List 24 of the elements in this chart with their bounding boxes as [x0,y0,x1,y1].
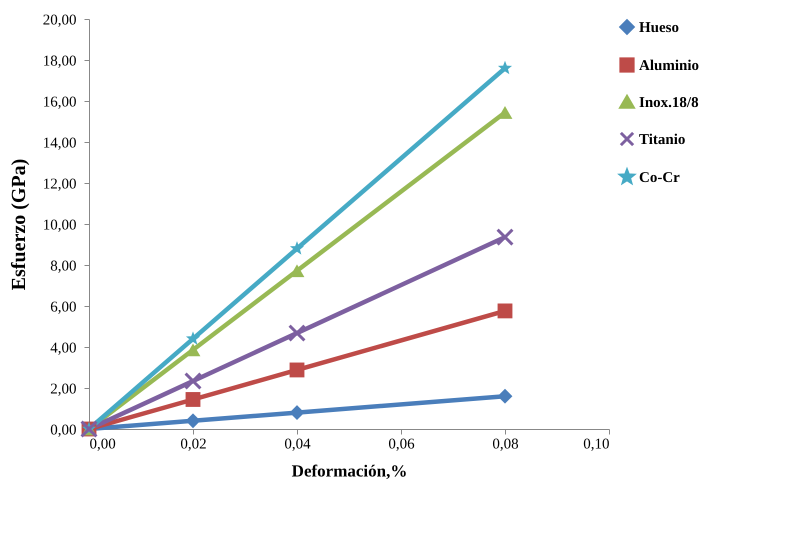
y-tick-label: 18,00 [42,54,76,70]
legend-label: Aluminio [639,58,700,74]
y-axis-title: Esfuerzo (GPa) [8,158,30,290]
legend-label: Titanio [639,132,686,148]
y-tick-label: 14,00 [42,136,76,152]
legend-label: Inox.18/8 [639,95,699,111]
x-tick-label: 0,08 [492,436,519,452]
y-tick-label: 0,00 [50,422,76,438]
x-axis-title: Deformación,% [292,462,408,480]
legend-label: Co-Cr [639,170,680,186]
y-tick-label: 4,00 [50,340,76,356]
y-tick-label: 16,00 [42,94,76,110]
x-tick-label: 0,10 [583,436,610,452]
y-tick-label: 10,00 [42,218,76,234]
x-tick-label: 0,04 [284,436,312,452]
y-tick-label: 8,00 [50,258,76,274]
y-tick-label: 2,00 [50,382,76,398]
x-tick-label: 0,06 [388,436,416,452]
y-tick-label: 12,00 [42,176,76,192]
y-tick-label: 20,00 [42,12,76,28]
x-tick-label: 0,02 [180,436,207,452]
y-tick-label: 6,00 [50,300,76,316]
legend-label: Hueso [639,20,680,36]
x-tick-label: 0,00 [90,436,116,452]
